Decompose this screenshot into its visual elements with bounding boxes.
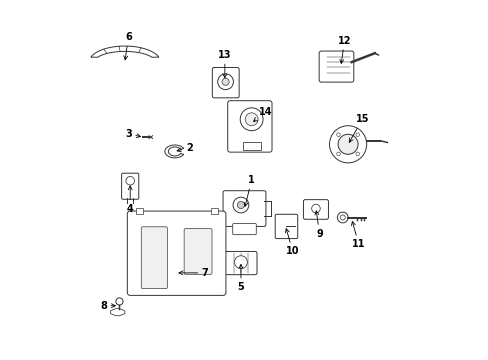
Text: 6: 6 — [123, 32, 131, 60]
Circle shape — [340, 215, 345, 220]
Circle shape — [217, 74, 233, 90]
Circle shape — [233, 197, 248, 213]
Text: 2: 2 — [177, 143, 192, 153]
FancyBboxPatch shape — [212, 67, 239, 98]
Text: 9: 9 — [314, 211, 322, 239]
Polygon shape — [164, 145, 183, 158]
Circle shape — [337, 134, 357, 154]
Text: 8: 8 — [100, 301, 115, 311]
Circle shape — [244, 113, 258, 126]
Circle shape — [355, 152, 359, 156]
Circle shape — [116, 298, 123, 305]
FancyBboxPatch shape — [232, 224, 256, 235]
FancyBboxPatch shape — [184, 229, 212, 274]
Text: 4: 4 — [126, 186, 133, 213]
Circle shape — [240, 108, 263, 131]
Circle shape — [329, 126, 366, 163]
FancyBboxPatch shape — [141, 227, 167, 289]
Circle shape — [311, 204, 320, 213]
Polygon shape — [110, 309, 124, 316]
Circle shape — [222, 78, 229, 85]
Text: 13: 13 — [218, 50, 231, 78]
Circle shape — [237, 202, 244, 208]
FancyBboxPatch shape — [275, 214, 297, 239]
Text: 3: 3 — [125, 129, 140, 139]
FancyBboxPatch shape — [319, 51, 353, 82]
Circle shape — [234, 256, 247, 269]
Circle shape — [125, 176, 134, 185]
Circle shape — [336, 152, 340, 156]
Text: 11: 11 — [351, 221, 365, 249]
Text: 14: 14 — [253, 107, 272, 121]
Text: 12: 12 — [337, 36, 350, 63]
FancyBboxPatch shape — [303, 200, 328, 219]
Bar — [242, 143, 260, 150]
Circle shape — [336, 133, 340, 136]
Text: 7: 7 — [179, 268, 208, 278]
Circle shape — [355, 133, 359, 136]
FancyBboxPatch shape — [122, 173, 139, 199]
Text: 1: 1 — [244, 175, 255, 206]
Circle shape — [337, 212, 347, 223]
FancyBboxPatch shape — [127, 211, 225, 296]
Text: 5: 5 — [237, 265, 244, 292]
Bar — [210, 207, 217, 214]
Polygon shape — [91, 46, 159, 57]
FancyBboxPatch shape — [227, 101, 271, 152]
Bar — [135, 207, 142, 214]
FancyBboxPatch shape — [224, 251, 257, 275]
FancyBboxPatch shape — [223, 191, 265, 226]
Text: 10: 10 — [285, 229, 299, 256]
Text: 15: 15 — [348, 114, 368, 142]
